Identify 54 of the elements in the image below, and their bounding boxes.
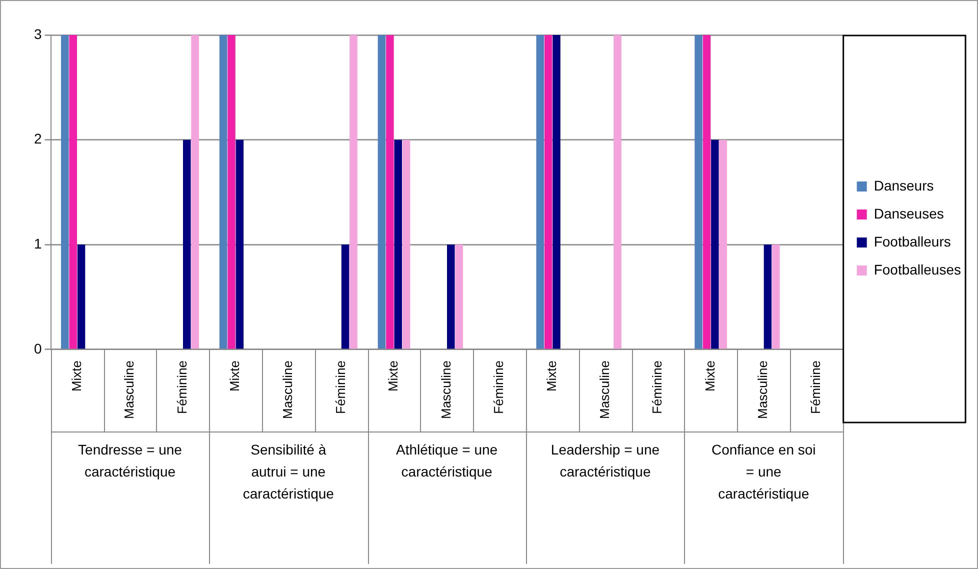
bar: [455, 244, 463, 349]
legend-label: Footballeurs: [874, 233, 951, 250]
bar: [402, 140, 410, 349]
bar: [386, 35, 394, 349]
bar: [694, 35, 702, 349]
x-tick-label: Féminine: [650, 360, 665, 414]
bar: [552, 35, 560, 349]
bar: [61, 35, 69, 349]
x-tick-label: Masculine: [438, 360, 454, 420]
legend-label: Danseuses: [874, 205, 944, 222]
legend-label: Footballeuses: [874, 261, 962, 278]
bar: [341, 244, 350, 349]
x-tick-label: Féminine: [174, 360, 190, 414]
x-tick-label: Féminine: [808, 360, 824, 414]
x-tick-label: Mixte: [702, 360, 718, 392]
text: Athlétique = une caractéristique: [396, 441, 498, 480]
bar: [764, 244, 772, 349]
x-tick-label: Mixte: [227, 360, 242, 392]
bar: [77, 244, 86, 349]
x-tick-label: Mixte: [386, 360, 401, 392]
x-tick-label: Mixte: [68, 360, 84, 392]
y-tick-label: 3: [34, 26, 42, 42]
bar: [447, 244, 455, 349]
text: Tendresse = une caractéristique: [78, 441, 182, 480]
bar: [614, 35, 622, 349]
bar: [191, 35, 199, 349]
bar: [544, 35, 552, 349]
y-tick-label: 1: [34, 236, 42, 252]
x-tick-label: Mixte: [544, 360, 559, 392]
x-tick-label: Masculine: [755, 360, 770, 420]
bar: [378, 35, 386, 349]
text: Sensibilité à autrui = une caractéristique: [242, 441, 334, 502]
bar: [719, 140, 727, 349]
bar: [69, 35, 77, 349]
bar: [536, 35, 544, 349]
text: Leadership = une caractéristique: [550, 441, 660, 480]
x-tick-label: Féminine: [332, 360, 348, 414]
legend-label: Danseurs: [874, 177, 934, 194]
y-tick-label: 2: [34, 130, 42, 147]
bar: [228, 35, 236, 349]
bar: [219, 35, 228, 349]
bar: [236, 140, 244, 349]
x-tick-label: Masculine: [122, 360, 137, 420]
bar: [772, 244, 780, 349]
x-tick-label: Masculine: [596, 360, 612, 420]
bar: [702, 35, 711, 349]
bar: [394, 140, 402, 349]
x-tick-label: Féminine: [491, 360, 506, 414]
bar: [350, 35, 358, 349]
bar: [183, 140, 191, 349]
x-tick-label: Masculine: [280, 360, 295, 420]
text: Confiance en soi = une caractéristique: [711, 441, 816, 502]
y-tick-label: 0: [34, 340, 42, 356]
bar: [711, 140, 719, 349]
